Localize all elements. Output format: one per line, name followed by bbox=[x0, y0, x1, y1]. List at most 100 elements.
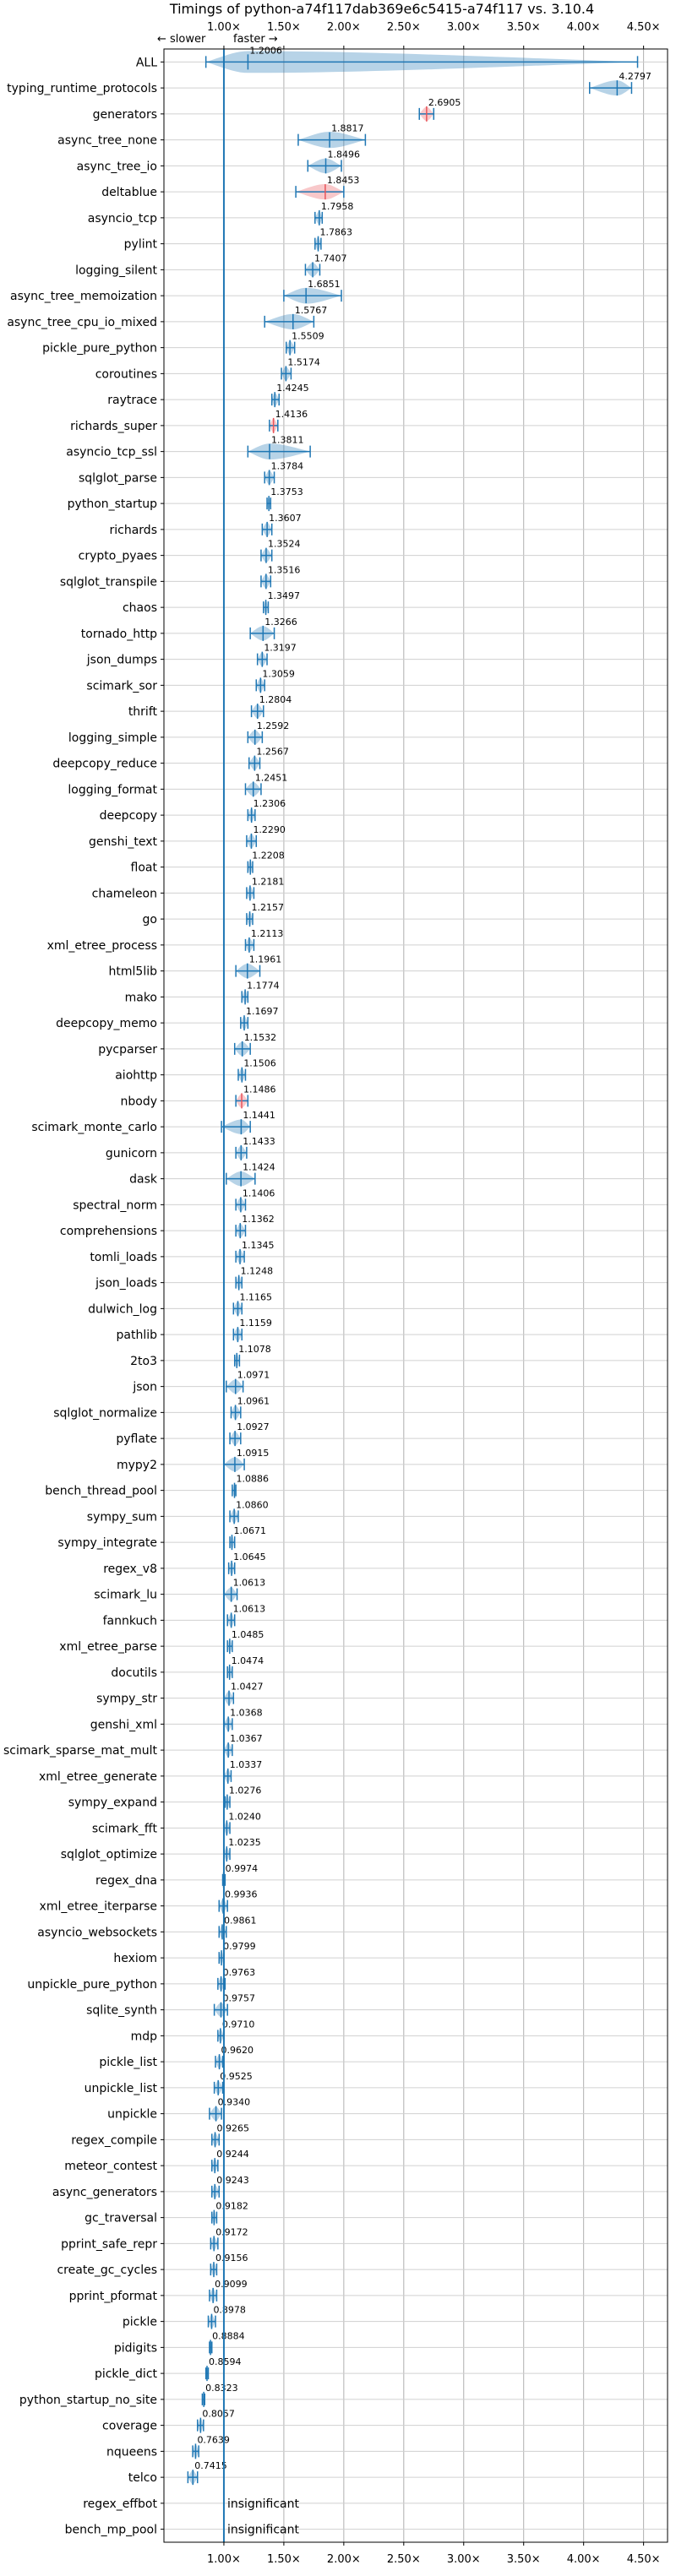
value-label: 1.1248 bbox=[241, 1266, 274, 1277]
value-label: 0.9244 bbox=[216, 2149, 249, 2160]
x-tick-label-top: 4.50× bbox=[627, 21, 661, 34]
category-label: asyncio_tcp_ssl bbox=[66, 446, 157, 459]
value-label: 0.9757 bbox=[223, 1993, 256, 2004]
category-label: asyncio_websockets bbox=[37, 1926, 157, 1939]
category-label: sqlglot_parse bbox=[79, 471, 157, 485]
faster-note: faster → bbox=[233, 33, 278, 46]
value-label: 1.2290 bbox=[253, 824, 286, 835]
x-tick-label-top: 3.50× bbox=[507, 21, 541, 34]
category-label: logging_simple bbox=[68, 731, 157, 745]
category-label: sympy_sum bbox=[87, 1510, 157, 1524]
violin-marks: 1.2006 4.2797 2.6905 1.8817 1.8496 1.8453 1.79… bbox=[187, 45, 651, 2542]
category-label: bench_thread_pool bbox=[45, 1485, 157, 1498]
value-label: 1.3753 bbox=[270, 486, 303, 497]
category-label: pickle_pure_python bbox=[42, 342, 157, 356]
x-tick-label-top: 1.50× bbox=[267, 21, 301, 34]
value-label: 1.0613 bbox=[233, 1578, 266, 1589]
category-label: async_generators bbox=[52, 2186, 157, 2199]
category-label: mypy2 bbox=[117, 1459, 157, 1472]
value-label: 1.1506 bbox=[243, 1058, 276, 1069]
category-label: raytrace bbox=[107, 394, 157, 407]
category-label: asyncio_tcp bbox=[88, 212, 157, 226]
category-label: pickle bbox=[123, 2316, 157, 2329]
value-label: 1.2113 bbox=[251, 928, 284, 939]
category-label: gunicorn bbox=[106, 1147, 157, 1160]
category-label: typing_runtime_protocols bbox=[7, 82, 157, 95]
value-label: 1.1697 bbox=[246, 1006, 279, 1017]
category-label: gc_traversal bbox=[84, 2212, 157, 2225]
category-label: unpickle bbox=[107, 2108, 157, 2122]
category-label: scimark_fft bbox=[92, 1822, 158, 1835]
category-label: pathlib bbox=[117, 1329, 158, 1342]
x-tick-label-bottom: 3.00× bbox=[447, 2553, 481, 2566]
category-label: chaos bbox=[123, 601, 157, 615]
category-label: pycparser bbox=[98, 1043, 157, 1057]
value-label: 1.0927 bbox=[237, 1421, 270, 1432]
category-label: genshi_xml bbox=[90, 1718, 157, 1731]
value-label: 0.9265 bbox=[217, 2122, 250, 2133]
x-tick-label-bottom: 1.50× bbox=[267, 2553, 301, 2566]
category-label: deepcopy_memo bbox=[56, 1017, 157, 1030]
value-label: 1.8817 bbox=[331, 123, 364, 134]
value-label: 1.5174 bbox=[287, 356, 320, 367]
value-label: 0.9099 bbox=[215, 2279, 247, 2290]
value-label: 1.1345 bbox=[242, 1240, 275, 1251]
x-tick-label-bottom: 2.50× bbox=[387, 2553, 421, 2566]
value-label: 1.0485 bbox=[232, 1629, 264, 1640]
category-label: async_tree_cpu_io_mixed bbox=[7, 316, 157, 329]
value-label: 1.3811 bbox=[271, 435, 304, 446]
value-label: 1.0860 bbox=[236, 1499, 269, 1510]
value-label: 1.7958 bbox=[321, 201, 354, 212]
value-label: 1.6851 bbox=[308, 279, 341, 290]
value-label: 1.3516 bbox=[268, 564, 301, 575]
category-label: async_tree_io bbox=[77, 160, 157, 173]
value-label: 0.9243 bbox=[216, 2175, 249, 2186]
category-label: crypto_pyaes bbox=[79, 550, 157, 563]
value-label: 1.4136 bbox=[275, 409, 308, 420]
category-label: ALL bbox=[136, 56, 157, 69]
value-label: 1.1486 bbox=[243, 1084, 276, 1095]
category-label: sympy_expand bbox=[68, 1796, 157, 1810]
category-label: mako bbox=[125, 991, 157, 1004]
category-label: pyflate bbox=[116, 1432, 157, 1446]
value-label: 0.9799 bbox=[223, 1941, 256, 1952]
x-tick-label-bottom: 4.00× bbox=[567, 2553, 601, 2566]
slower-note: ← slower bbox=[157, 33, 206, 46]
category-label: deepcopy bbox=[100, 809, 157, 823]
category-label: richards bbox=[110, 524, 158, 537]
category-label: xml_etree_process bbox=[47, 939, 157, 953]
value-label: 1.1406 bbox=[243, 1187, 275, 1198]
category-label: unpickle_pure_python bbox=[27, 1978, 157, 1992]
value-label: 1.1441 bbox=[243, 1110, 275, 1121]
category-label: tornado_http bbox=[81, 628, 157, 641]
category-label: python_startup bbox=[68, 497, 157, 511]
value-label: 1.7863 bbox=[320, 227, 353, 238]
category-label: generators bbox=[93, 108, 157, 122]
category-label: hexiom bbox=[113, 1952, 157, 1965]
value-label: 1.3059 bbox=[262, 668, 295, 679]
category-labels: ALL typing_runtime_protocols generators asy… bbox=[3, 56, 164, 2537]
insignificant-label: insignificant bbox=[227, 2524, 300, 2537]
category-label: logging_silent bbox=[75, 264, 157, 277]
category-label: async_tree_none bbox=[57, 134, 157, 148]
category-label: logging_format bbox=[68, 783, 157, 796]
grid-lines bbox=[164, 49, 668, 2542]
value-label: 1.0367 bbox=[230, 1733, 263, 1744]
value-label: 1.2157 bbox=[252, 902, 285, 913]
value-label: 1.2451 bbox=[255, 772, 288, 783]
value-label: 1.1159 bbox=[239, 1318, 272, 1329]
x-tick-label-bottom: 3.50× bbox=[507, 2553, 541, 2566]
x-tick-label-bottom: 1.00× bbox=[207, 2553, 241, 2566]
category-label: xml_etree_parse bbox=[59, 1640, 157, 1654]
value-label: 0.9861 bbox=[224, 1915, 257, 1926]
category-label: sqlglot_optimize bbox=[61, 1848, 157, 1861]
x-tick-label-top: 2.50× bbox=[387, 21, 421, 34]
category-label: deepcopy_reduce bbox=[52, 758, 157, 771]
category-label: regex_v8 bbox=[103, 1562, 157, 1576]
category-label: json_dumps bbox=[86, 654, 157, 667]
x-tick-labels: 1.00× 1.00× 1.50× 1.50× 2.00× 2.00× 2.50× 2.50×… bbox=[207, 21, 661, 2566]
value-label: 1.5767 bbox=[295, 305, 328, 316]
category-label: comprehensions bbox=[60, 1225, 157, 1238]
category-label: create_gc_cycles bbox=[57, 2264, 157, 2277]
